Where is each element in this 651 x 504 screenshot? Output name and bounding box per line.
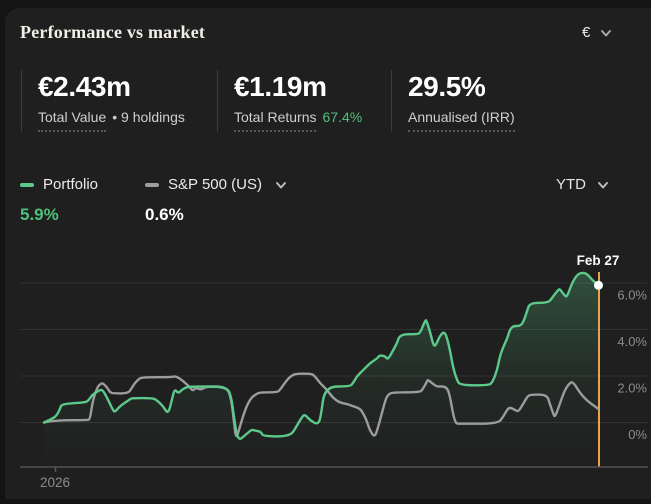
x-axis-label: 2026 [40,475,70,490]
y-axis-label: 4.0% [617,334,647,349]
marker-dot [594,280,603,290]
y-axis-label: 0% [628,427,647,442]
benchmark-value: 0.6% [145,205,184,224]
benchmark-legend-label: S&P 500 (US) [168,176,262,193]
benchmark-line [42,372,600,438]
total-value-label[interactable]: Total Value [38,109,107,132]
stat-annualised-irr: 29.5% Annualised (IRR) [391,70,515,132]
current-values-row: 5.9% 0.6% [20,205,184,225]
total-returns-percent: 67.4% [322,109,363,125]
page-title: Performance vs market [20,22,206,42]
annualised-irr-label[interactable]: Annualised (IRR) [408,109,515,132]
legend-row: Portfolio S&P 500 (US) [20,176,288,193]
chevron-down-icon [275,181,286,188]
chart-area: 6.0% 4.0% 2.0% 0% Feb 27 2026 [0,240,651,499]
benchmark-swatch [145,182,160,187]
portfolio-swatch [20,182,34,187]
currency-selector[interactable]: € [582,24,613,41]
period-selector[interactable]: YTD [556,176,610,193]
stats-row: €2.43m Total Value • 9 holdings €1.19m T… [21,70,515,132]
y-axis-label: 6.0% [617,288,647,303]
portfolio-line [42,271,600,440]
euro-symbol: € [582,24,591,41]
annualised-irr-amount: 29.5% [408,71,486,102]
total-returns-amount: €1.19m [234,71,327,102]
holdings-count: • 9 holdings [112,109,185,125]
portfolio-legend-label: Portfolio [43,176,99,193]
portfolio-value: 5.9% [20,205,59,224]
y-axis-label: 2.0% [617,381,647,396]
stat-total-returns: €1.19m Total Returns 67.4% [217,70,391,132]
performance-chart[interactable]: 6.0% 4.0% 2.0% 0% Feb 27 2026 [0,240,651,499]
chevron-down-icon [598,181,608,188]
chevron-down-icon [601,29,612,36]
total-returns-label[interactable]: Total Returns [234,109,317,132]
portfolio-area-fill [44,272,598,467]
period-label: YTD [556,176,586,193]
marker-date-label: Feb 27 [577,253,620,268]
stat-total-value: €2.43m Total Value • 9 holdings [21,70,217,132]
total-value-amount: €2.43m [38,71,131,102]
benchmark-selector[interactable]: S&P 500 (US) [145,176,288,193]
